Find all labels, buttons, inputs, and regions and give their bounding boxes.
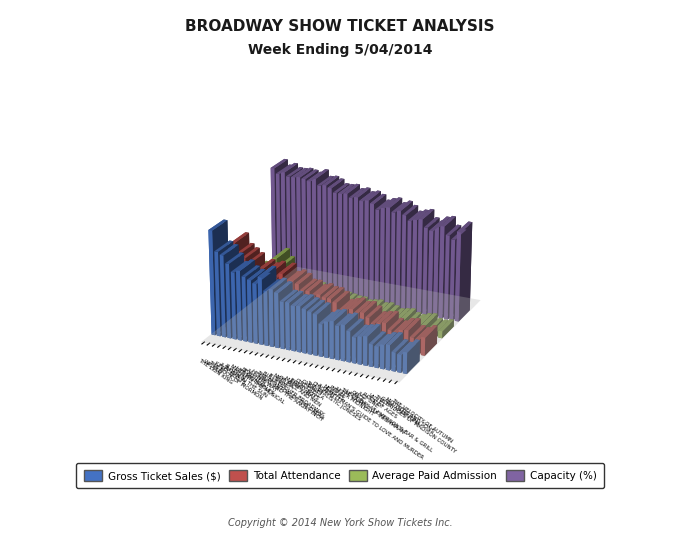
- Text: BROADWAY SHOW TICKET ANALYSIS: BROADWAY SHOW TICKET ANALYSIS: [185, 19, 495, 34]
- Text: Week Ending 5/04/2014: Week Ending 5/04/2014: [248, 43, 432, 57]
- Text: Copyright © 2014 New York Show Tickets Inc.: Copyright © 2014 New York Show Tickets I…: [228, 518, 452, 528]
- Legend: Gross Ticket Sales ($), Total Attendance, Average Paid Admission, Capacity (%): Gross Ticket Sales ($), Total Attendance…: [76, 463, 604, 488]
